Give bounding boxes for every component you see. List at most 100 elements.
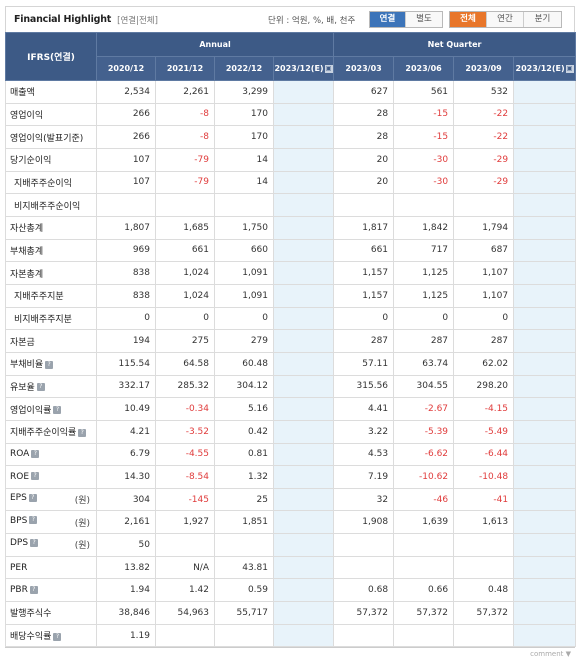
value-cell: -145 [155,487,215,512]
value-cell: 687 [453,238,515,263]
help-icon[interactable]: ? [45,360,54,369]
value-cell [453,623,515,648]
value-cell: -30 [393,147,455,172]
value-cell: 107 [96,170,156,195]
value-cell: 0.66 [393,578,455,603]
panel-subtitle: [연결|전체] [117,15,158,26]
value-cell: 0 [333,306,395,331]
value-cell [513,147,577,172]
estimate-info-icon[interactable]: ▣ [565,64,574,73]
value-cell: 6.79 [96,442,156,467]
table-row: ROE? 14.30 -8.54 1.32 7.19 -10.62 -10.48 [5,465,577,489]
value-cell [513,261,577,285]
help-icon[interactable]: ? [30,538,39,547]
consolidated-button[interactable]: 연결 [370,12,406,27]
value-cell: 1,908 [333,510,395,535]
value-cell [393,623,455,648]
row-label: 영업이익률 [10,405,52,416]
value-cell [513,419,577,444]
value-cell: 2,161 [96,510,156,535]
row-label-cell: ROE? [5,465,97,489]
annual-button[interactable]: 연간 [487,12,524,27]
value-cell: 1,091 [214,261,274,285]
table-row: 영업이익률? 10.49 -0.34 5.16 4.41 -2.67 -4.15 [5,397,577,421]
row-label-cell: 자산총계 [5,215,97,240]
help-icon[interactable]: ? [31,472,40,481]
column-header: 2023/06 [393,56,455,81]
value-cell: -79 [155,147,215,172]
separate-button[interactable]: 별도 [406,12,442,27]
value-cell [513,170,577,195]
value-cell [214,193,274,217]
value-cell [513,215,577,240]
row-label-cell: BPS? (원) [5,510,97,535]
value-cell: 1,107 [453,261,515,285]
value-cell: 14.30 [96,465,156,489]
value-cell: 14 [214,147,274,172]
table-row: DPS? (원) 50 [5,533,577,557]
row-label-cell: 자본총계 [5,261,97,285]
value-cell: 660 [214,238,274,263]
value-cell: 0.59 [214,578,274,603]
value-cell [513,329,577,353]
row-label: 발행주식수 [10,609,52,620]
value-cell: 38,846 [96,601,156,625]
estimate-info-icon[interactable]: ▣ [324,64,333,73]
value-cell [272,351,335,376]
value-cell: 7.19 [333,465,395,489]
value-cell: 1,024 [155,283,215,308]
value-cell: 1,091 [214,283,274,308]
value-cell: 1.94 [96,578,156,603]
all-period-button[interactable]: 전체 [450,12,487,27]
value-cell: -10.62 [393,465,455,489]
help-icon[interactable]: ? [29,516,38,525]
value-cell [393,533,455,557]
value-cell [272,419,335,444]
table-row: 지배주주순이익률? 4.21 -3.52 0.42 3.22 -5.39 -5.49 [5,419,577,444]
value-cell: 1,807 [96,215,156,240]
row-label: 영업이익 [10,110,44,121]
value-cell: 57,372 [333,601,395,625]
value-cell [272,80,335,104]
row-label-cell: 배당수익률? [5,623,97,648]
value-cell: -30 [393,170,455,195]
help-icon[interactable]: ? [28,493,37,502]
value-cell: 13.82 [96,555,156,580]
table-row: BPS? (원) 2,161 1,927 1,851 1,908 1,639 1,613 [5,510,577,535]
row-label-cell: DPS? (원) [5,533,97,557]
help-icon[interactable]: ? [31,449,40,458]
row-label: PER [10,562,28,573]
column-header: 2022/12 [214,56,274,81]
value-cell [453,533,515,557]
value-cell: 60.48 [214,351,274,376]
value-cell [513,533,577,557]
row-label: 자산총계 [10,224,44,235]
value-cell: 5.16 [214,397,274,421]
row-label: 부채총계 [10,246,44,257]
value-cell: 1,613 [453,510,515,535]
value-cell: -15 [393,125,455,149]
help-icon[interactable]: ? [53,632,62,641]
row-label: 유보율 [10,382,35,393]
value-cell: -10.48 [453,465,515,489]
value-cell [453,193,515,217]
help-icon[interactable]: ? [29,585,38,594]
value-cell [513,238,577,263]
value-cell: -79 [155,170,215,195]
value-cell: 1,157 [333,283,395,308]
help-icon[interactable]: ? [36,383,45,392]
quarter-button[interactable]: 분기 [524,12,561,27]
unit-label: 단위 : 억원, %, 배, 천주 [268,15,356,26]
more-link[interactable]: comment ▼ [530,650,571,659]
value-cell [155,623,215,648]
value-cell: 57.11 [333,351,395,376]
value-cell: 4.21 [96,419,156,444]
value-cell: 4.41 [333,397,395,421]
value-cell [513,374,577,399]
help-icon[interactable]: ? [78,428,87,437]
value-cell: 838 [96,283,156,308]
value-cell: -29 [453,147,515,172]
table-row: 배당수익률? 1.19 [5,623,577,648]
help-icon[interactable]: ? [53,406,62,415]
value-cell [272,261,335,285]
